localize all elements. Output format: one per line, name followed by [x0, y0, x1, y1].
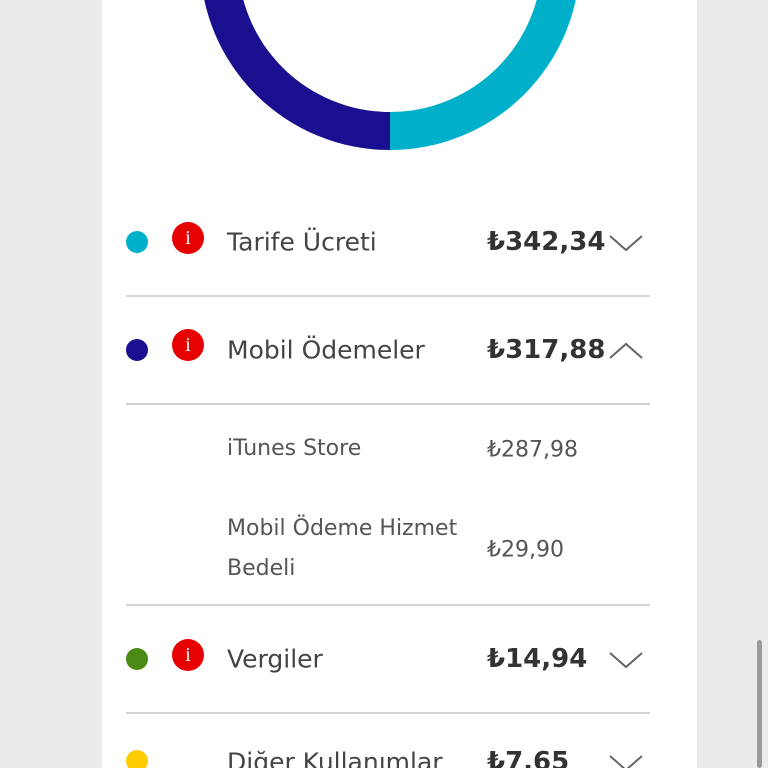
collapse-chevron[interactable] [608, 338, 644, 362]
legend-dot [126, 339, 148, 361]
divider [126, 403, 650, 405]
divider [126, 295, 650, 297]
bill-card: i Tarife Ücreti ₺342,34 i Mobil Ödemeler… [102, 0, 697, 768]
info-icon[interactable]: i [172, 329, 204, 361]
donut-chart [204, 0, 576, 150]
divider [126, 712, 650, 714]
legend-dot [126, 648, 148, 670]
scrollbar [757, 640, 762, 768]
item-label: Mobil Ödemeler [227, 335, 425, 365]
donut-segment [204, 0, 390, 150]
subitem-amount: ₺29,90 [487, 537, 564, 563]
expand-chevron[interactable] [608, 647, 644, 671]
info-icon[interactable]: i [172, 222, 204, 254]
item-amount: ₺342,34 [487, 227, 606, 257]
item-amount: ₺7,65 [487, 747, 570, 768]
divider [126, 604, 650, 606]
subitem-amount: ₺287,98 [487, 437, 578, 463]
item-label: Tarife Ücreti [227, 227, 377, 257]
donut-segment [390, 0, 576, 150]
subitem-label: Mobil Ödeme Hizmet Bedeli [227, 516, 458, 581]
item-label: Diğer Kullanımlar [227, 747, 443, 768]
item-amount: ₺14,94 [487, 644, 588, 674]
item-label: Vergiler [227, 644, 323, 674]
legend-dot [126, 750, 148, 768]
legend-dot [126, 231, 148, 253]
subitem-label: iTunes Store [227, 436, 362, 461]
expand-chevron[interactable] [608, 230, 644, 254]
item-amount: ₺317,88 [487, 335, 606, 365]
expand-chevron[interactable] [608, 750, 644, 768]
info-icon[interactable]: i [172, 639, 204, 671]
